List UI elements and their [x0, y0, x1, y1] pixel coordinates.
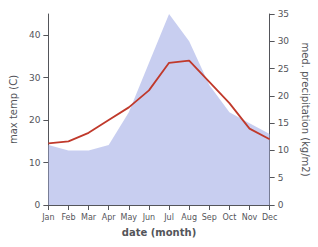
svg-text:Dec: Dec	[262, 213, 277, 222]
svg-text:30: 30	[278, 36, 290, 46]
svg-text:Jul: Jul	[163, 213, 174, 222]
svg-text:35: 35	[278, 9, 289, 19]
svg-text:30: 30	[29, 73, 41, 83]
svg-text:Jan: Jan	[41, 213, 54, 222]
svg-text:May: May	[121, 213, 138, 222]
svg-text:Mar: Mar	[81, 213, 97, 222]
svg-text:Sep: Sep	[202, 213, 217, 222]
svg-text:25: 25	[278, 64, 289, 74]
svg-text:20: 20	[278, 91, 290, 101]
svg-text:10: 10	[278, 145, 290, 155]
svg-text:Feb: Feb	[61, 213, 75, 222]
svg-text:Apr: Apr	[102, 213, 117, 222]
svg-text:10: 10	[29, 158, 41, 168]
svg-text:max temp (C): max temp (C)	[8, 75, 19, 144]
svg-text:20: 20	[29, 115, 41, 125]
svg-text:40: 40	[29, 30, 41, 40]
svg-text:15: 15	[278, 118, 289, 128]
svg-text:Oct: Oct	[222, 213, 236, 222]
svg-text:5: 5	[278, 173, 284, 183]
svg-text:0: 0	[278, 200, 284, 210]
svg-text:med. precipitation (kg/m2): med. precipitation (kg/m2)	[300, 42, 311, 176]
svg-text:Aug: Aug	[181, 213, 197, 222]
svg-text:date (month): date (month)	[122, 227, 196, 238]
svg-text:0: 0	[35, 200, 41, 210]
svg-text:Jun: Jun	[142, 213, 156, 222]
svg-text:Nov: Nov	[242, 213, 258, 222]
